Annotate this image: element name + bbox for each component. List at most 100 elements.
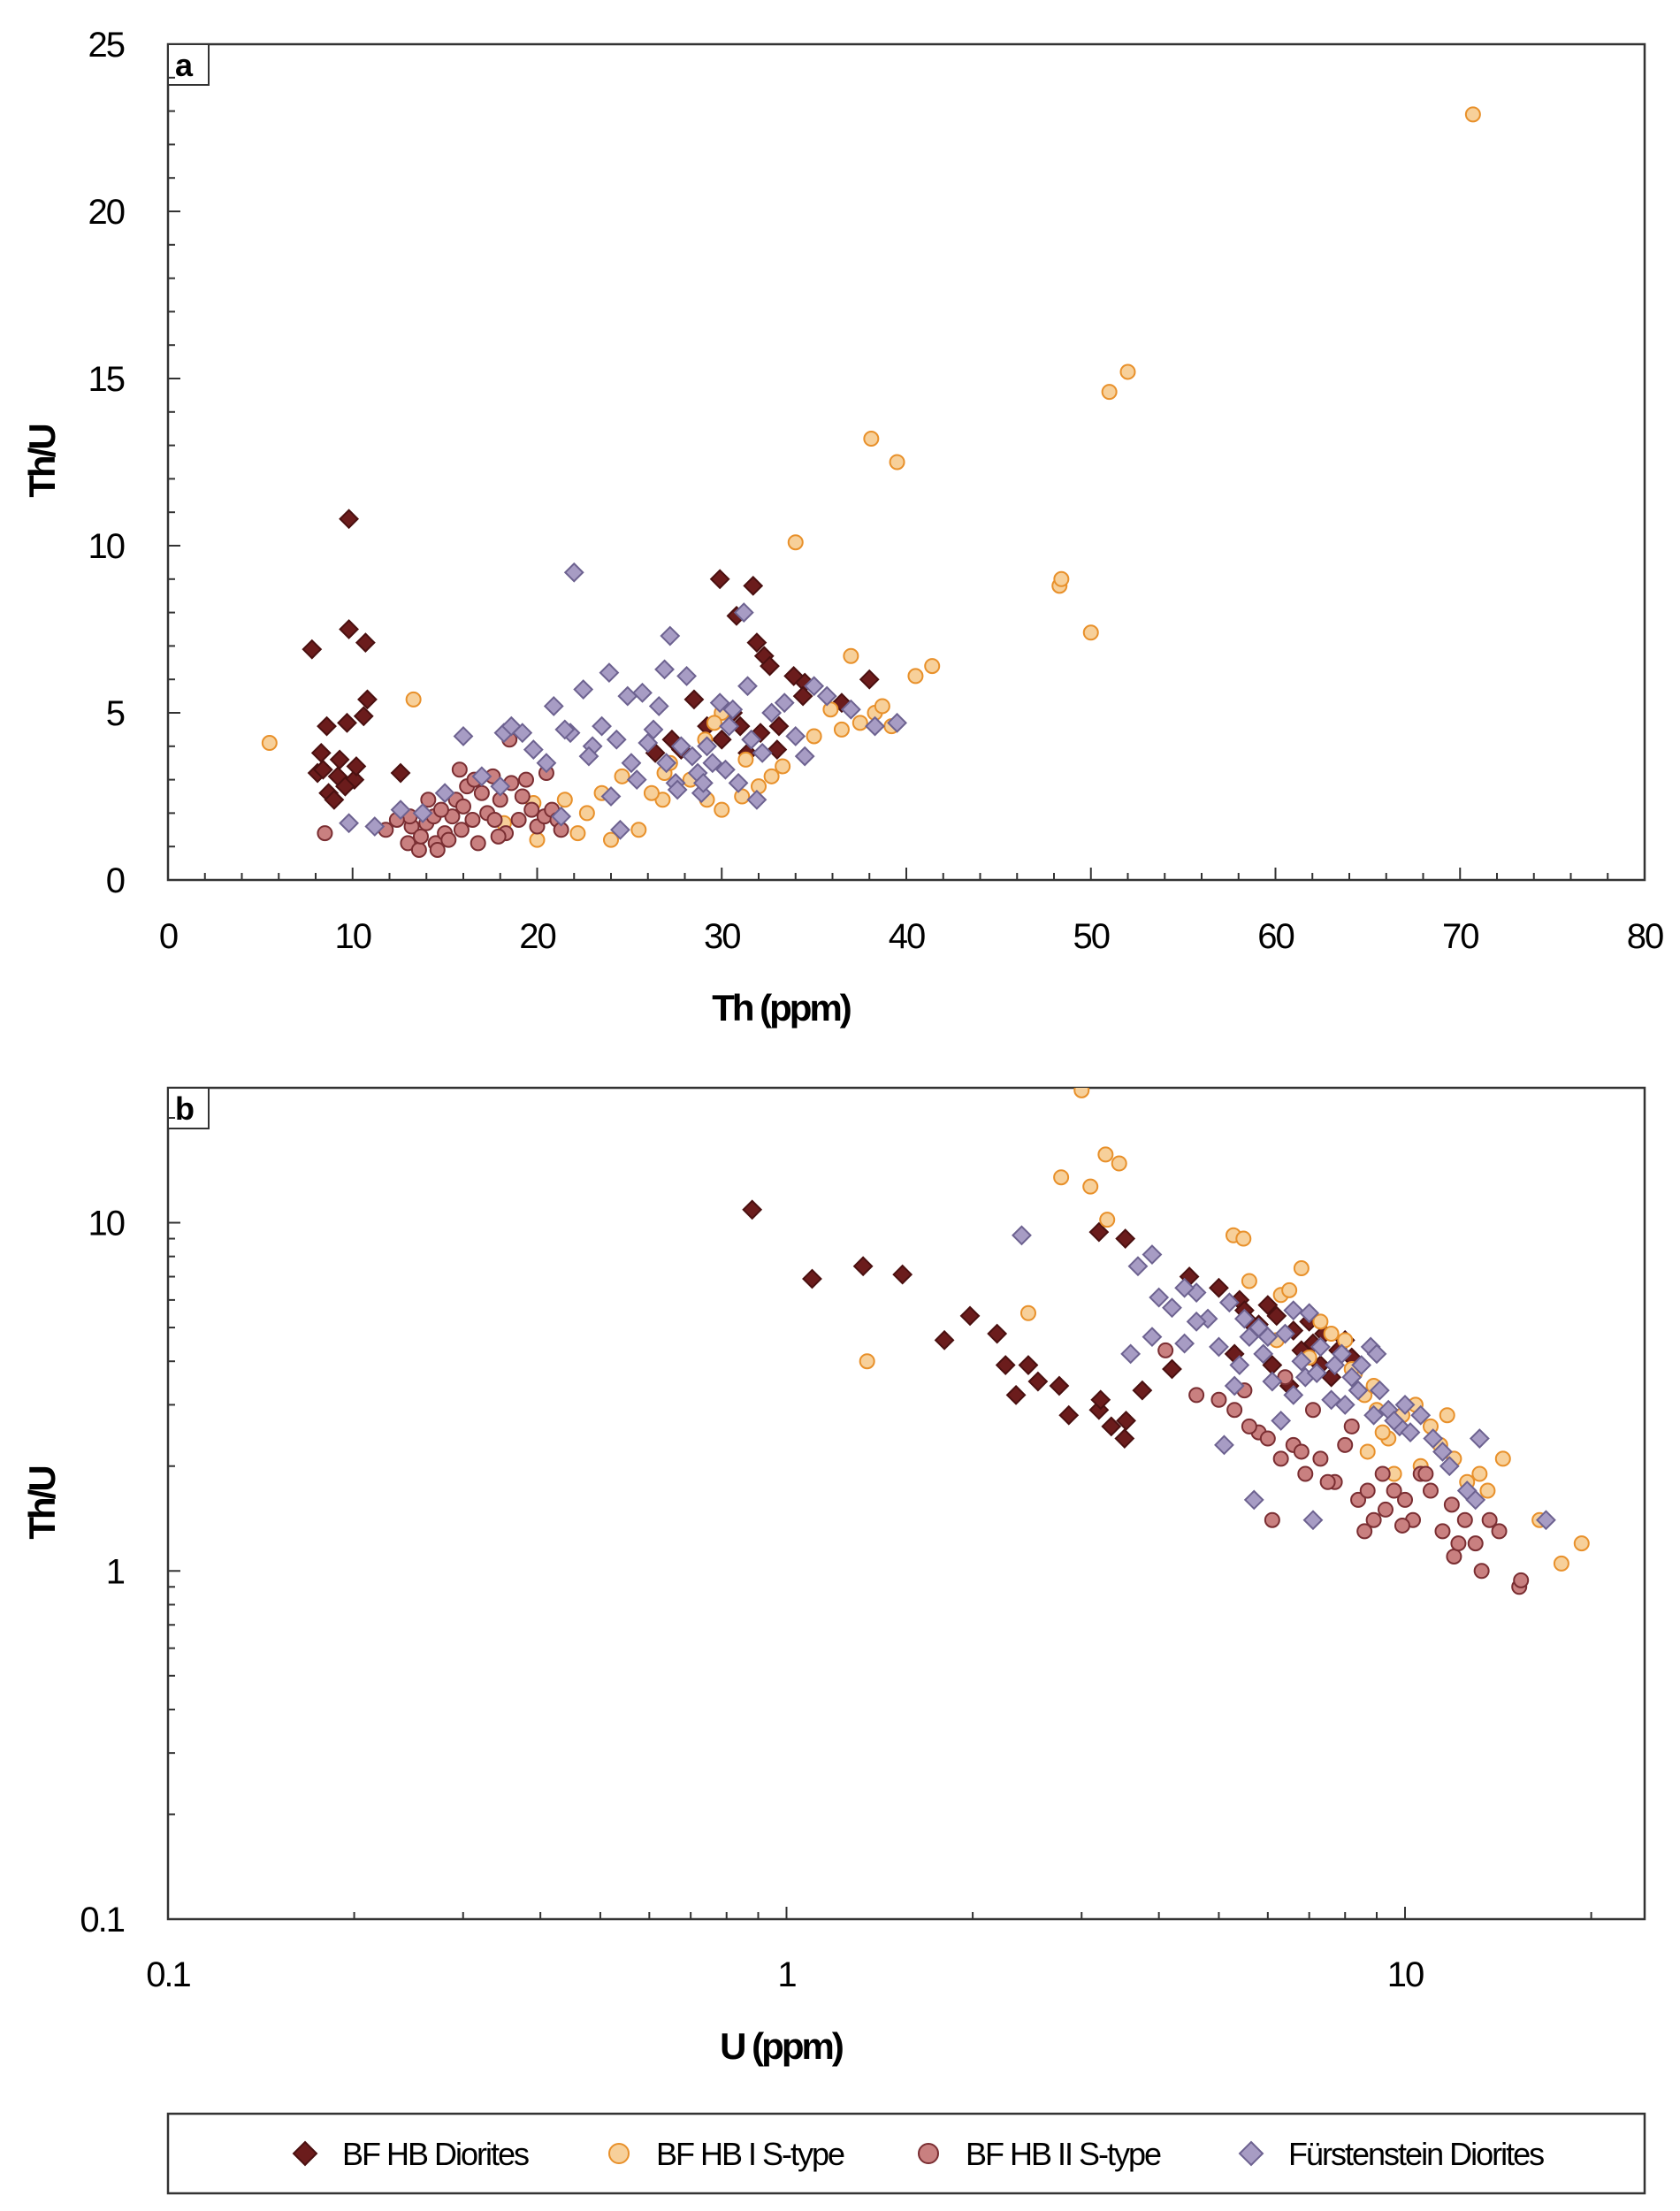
data-point-bf-hb-diorites [312,759,333,780]
data-point-furstenstein-diorites [1186,1311,1207,1332]
data-point-furstenstein-diorites [592,715,612,737]
data-point-bf-hb-i-s-type [1082,1178,1099,1195]
panel-b-plot-frame [166,1086,1646,1921]
data-point-bf-hb-i-s-type [806,728,822,745]
data-point-bf-hb-ii-s-type [473,784,490,801]
legend-marker-bf-hb-diorites [292,2140,318,2167]
data-point-bf-hb-i-s-type [1374,1424,1391,1441]
data-point-bf-hb-diorites [1101,1416,1122,1437]
data-point-furstenstein-diorites [1162,1297,1182,1319]
data-point-bf-hb-i-s-type [529,831,546,848]
data-point-bf-hb-i-s-type [1439,1407,1455,1424]
data-point-bf-hb-diorites [1162,1358,1182,1380]
data-point-furstenstein-diorites [1351,1355,1372,1375]
data-point-bf-hb-i-s-type [578,805,595,822]
data-point-bf-hb-ii-s-type [517,771,534,788]
data-point-bf-hb-ii-s-type [470,835,486,852]
data-point-furstenstein-diorites [621,753,642,774]
data-point-furstenstein-diorites [737,676,758,697]
y-tick-label: 20 [88,193,125,232]
data-point-bf-hb-ii-s-type [1473,1563,1490,1580]
x-tick-label: 30 [704,917,740,956]
data-point-furstenstein-diorites [804,676,825,697]
data-point-bf-hb-i-s-type [863,431,880,448]
data-point-bf-hb-ii-s-type [523,801,540,818]
data-point-bf-hb-diorites [1090,1389,1111,1411]
data-point-bf-hb-i-s-type [556,792,573,808]
panel-b: b 0.1 1 10 0.1 1 10 U (ppm) Th/U [21,1086,1646,2067]
panel-a-label: a [175,47,194,83]
data-point-furstenstein-diorites [1174,1277,1195,1298]
data-point-bf-hb-diorites [1257,1295,1279,1316]
panel-b-y-axis-title: Th/U [21,1467,63,1540]
data-point-bf-hb-diorites [852,1256,874,1277]
data-point-furstenstein-diorites [1400,1422,1421,1442]
panel-a: a 0 10 20 30 40 50 60 70 80 0 5 10 15 20 25 Th (ppm) T… [21,26,1665,1029]
data-point-furstenstein-diorites [536,753,557,774]
data-point-bf-hb-ii-s-type [1359,1482,1376,1499]
legend-label: BF HB I S-type [656,2136,844,2172]
legend-marker-bf-hb-ii-s-type [918,2143,939,2164]
data-point-bf-hb-diorites [742,1199,763,1220]
data-point-bf-hb-i-s-type [843,647,859,664]
data-point-bf-hb-ii-s-type [1443,1496,1460,1513]
data-point-furstenstein-diorites [785,726,806,746]
series-furstenstein-diorites [339,562,907,840]
x-tick-label: 60 [1257,917,1294,956]
data-point-bf-hb-ii-s-type [1450,1535,1467,1552]
data-point-furstenstein-diorites [1012,1225,1032,1246]
data-point-bf-hb-i-s-type [1101,384,1118,401]
data-point-bf-hb-i-s-type [874,698,890,715]
data-point-furstenstein-diorites [434,783,455,804]
data-point-bf-hb-ii-s-type [1434,1523,1451,1540]
legend-item-bf-hb-diorites: BF HB Diorites [292,2136,531,2172]
data-point-furstenstein-diorites [722,699,744,720]
data-point-furstenstein-diorites [761,702,783,723]
data-point-furstenstein-diorites [1218,1292,1240,1313]
data-point-furstenstein-diorites [626,769,647,791]
data-point-furstenstein-diorites [1369,1380,1390,1401]
panel-a-x-axis-title: Th (ppm) [712,987,851,1029]
x-tick-label: 10 [335,917,371,956]
data-point-furstenstein-diorites [656,753,677,774]
x-tick-label: 70 [1442,917,1478,956]
panel-b-axes: 0.1 1 10 0.1 1 10 [80,1117,1592,1994]
data-point-bf-hb-ii-s-type [486,811,503,828]
data-point-bf-hb-i-s-type [1494,1450,1511,1467]
data-point-bf-hb-ii-s-type [1397,1491,1414,1508]
panel-a-y-axis-title: Th/U [21,425,63,498]
data-point-bf-hb-ii-s-type [1188,1387,1205,1404]
y-tick-label: 10 [88,527,125,566]
data-point-bf-hb-i-s-type [859,1353,875,1370]
data-point-bf-hb-ii-s-type [1456,1511,1473,1528]
data-point-furstenstein-diorites [1423,1428,1444,1449]
data-point-furstenstein-diorites [1283,1300,1304,1321]
data-point-bf-hb-ii-s-type [510,811,527,828]
data-point-bf-hb-ii-s-type [1272,1450,1289,1467]
data-point-bf-hb-diorites [792,685,813,707]
panel-a-points [261,106,1481,858]
data-point-bf-hb-diorites [711,729,732,750]
x-tick-label: 50 [1073,917,1110,956]
data-point-furstenstein-diorites [697,736,717,757]
data-point-bf-hb-diorites [683,689,705,710]
data-point-bf-hb-i-s-type [1323,1326,1340,1343]
data-point-bf-hb-ii-s-type [317,825,333,842]
data-point-bf-hb-diorites [743,575,764,596]
data-point-furstenstein-diorites [490,776,511,797]
data-point-furstenstein-diorites [692,772,714,793]
data-point-bf-hb-ii-s-type [1259,1430,1276,1447]
data-point-bf-hb-ii-s-type [1337,1436,1354,1453]
data-point-bf-hb-ii-s-type [1394,1517,1410,1534]
data-point-bf-hb-diorites [324,789,345,810]
data-point-bf-hb-ii-s-type [1386,1482,1402,1499]
data-point-bf-hb-diorites [1266,1305,1287,1327]
data-point-bf-hb-diorites [768,715,790,737]
data-point-furstenstein-diorites [1142,1244,1163,1265]
data-point-bf-hb-i-s-type [1082,624,1099,641]
data-point-furstenstein-diorites [1271,1411,1292,1431]
data-point-furstenstein-diorites [654,659,675,680]
legend-frame [166,2112,1646,2195]
data-point-bf-hb-i-s-type [775,758,791,775]
data-point-furstenstein-diorites [643,719,664,740]
